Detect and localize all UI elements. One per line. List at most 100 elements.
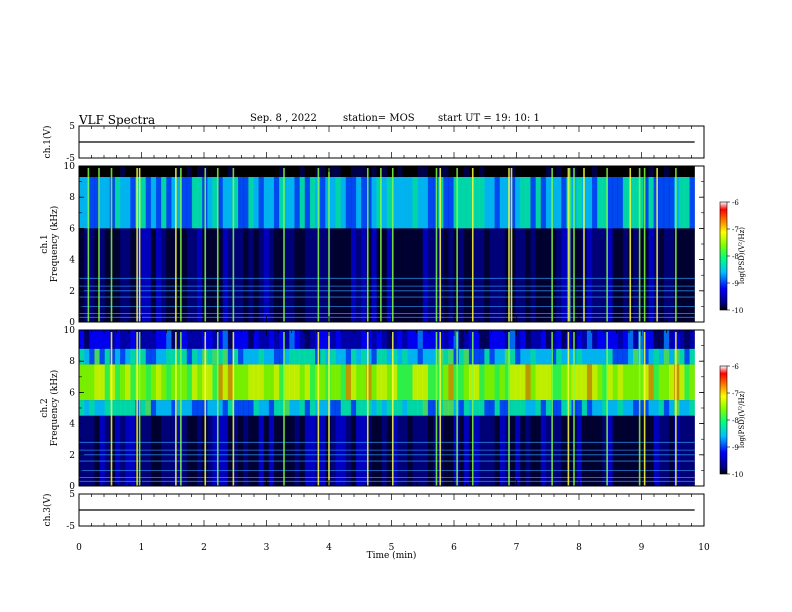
y-axis-label: ch.2 [40,398,50,417]
psd-texture [350,364,357,401]
psd-texture [294,415,300,486]
psd-texture [674,228,680,322]
psd-texture [463,364,470,401]
psd-texture [166,364,172,401]
psd-texture [556,176,562,229]
psd-texture [263,228,270,322]
psd-texture [453,348,459,365]
psd-texture [212,166,218,177]
psd-texture [658,364,665,401]
psd-texture [458,400,465,416]
psd-texture [402,348,408,365]
psd-texture [94,330,100,349]
psd-texture [515,400,521,416]
x-tick-label: 9 [639,543,645,553]
psd-texture [612,364,618,401]
psd-texture [499,348,506,365]
psd-texture [607,348,613,365]
psd-texture [586,400,593,416]
psd-texture [448,400,454,416]
colorbar-scale [719,201,728,311]
psd-texture [186,415,193,486]
psd-texture [622,228,629,322]
psd-texture [427,176,434,229]
psd-texture [89,166,95,177]
psd-texture [340,228,347,322]
psd-texture [181,348,188,365]
psd-texture [304,415,311,486]
psd-texture [607,166,613,177]
psd-texture [166,415,172,486]
psd-texture [597,348,603,365]
psd-texture [663,330,670,349]
psd-texture [412,176,418,229]
psd-texture [89,348,95,365]
psd-texture [196,166,203,177]
psd-texture [340,364,347,401]
psd-texture [299,400,306,416]
psd-texture [248,330,254,349]
psd-texture [284,348,290,365]
psd-texture [279,176,285,229]
psd-texture [130,364,136,401]
psd-texture [679,330,685,349]
psd-texture [617,364,624,401]
psd-texture [284,415,290,486]
psd-texture [125,364,131,401]
psd-texture [140,400,146,416]
psd-texture [443,400,449,416]
psd-texture [530,176,536,229]
psd-texture [391,166,398,177]
psd-texture [309,415,316,486]
psd-texture [304,400,311,416]
psd-texture [150,400,157,416]
psd-texture [145,176,152,229]
psd-texture [525,228,531,322]
psd-texture [150,176,157,229]
psd-texture [120,364,126,401]
psd-texture [607,364,613,401]
psd-texture [294,166,300,177]
psd-texture [227,228,234,322]
colorbar-tick-label: -10 [732,471,743,479]
psd-texture [622,364,629,401]
psd-texture [550,348,557,365]
psd-texture [94,348,100,365]
psd-texture [150,166,157,177]
psd-texture [592,415,598,486]
psd-texture [479,364,485,401]
psd-texture [176,166,182,177]
y-tick-label: 0 [69,318,75,328]
psd-texture [520,166,526,177]
psd-texture [499,330,506,349]
psd-texture [581,415,588,486]
psd-texture [397,176,403,229]
psd-texture [155,176,162,229]
psd-texture [140,176,146,229]
psd-texture [397,228,403,322]
psd-texture [417,166,424,177]
psd-texture [176,176,182,229]
psd-texture [309,228,316,322]
psd-texture [345,228,352,322]
psd-texture [299,348,306,365]
psd-texture [366,228,372,322]
psd-texture [84,400,90,416]
psd-texture [592,330,598,349]
psd-texture [135,348,141,365]
psd-texture [479,176,485,229]
psd-texture [94,228,100,322]
psd-texture [320,330,326,349]
psd-texture [253,176,259,229]
psd-texture [232,364,239,401]
psd-texture [258,330,264,349]
psd-texture [622,348,629,365]
psd-texture [540,400,547,416]
psd-texture [258,364,264,401]
x-axis-label: Time (min) [367,550,417,561]
psd-texture [484,415,490,486]
psd-texture [104,348,111,365]
psd-texture [407,415,413,486]
psd-texture [273,364,280,401]
psd-texture [643,364,649,401]
